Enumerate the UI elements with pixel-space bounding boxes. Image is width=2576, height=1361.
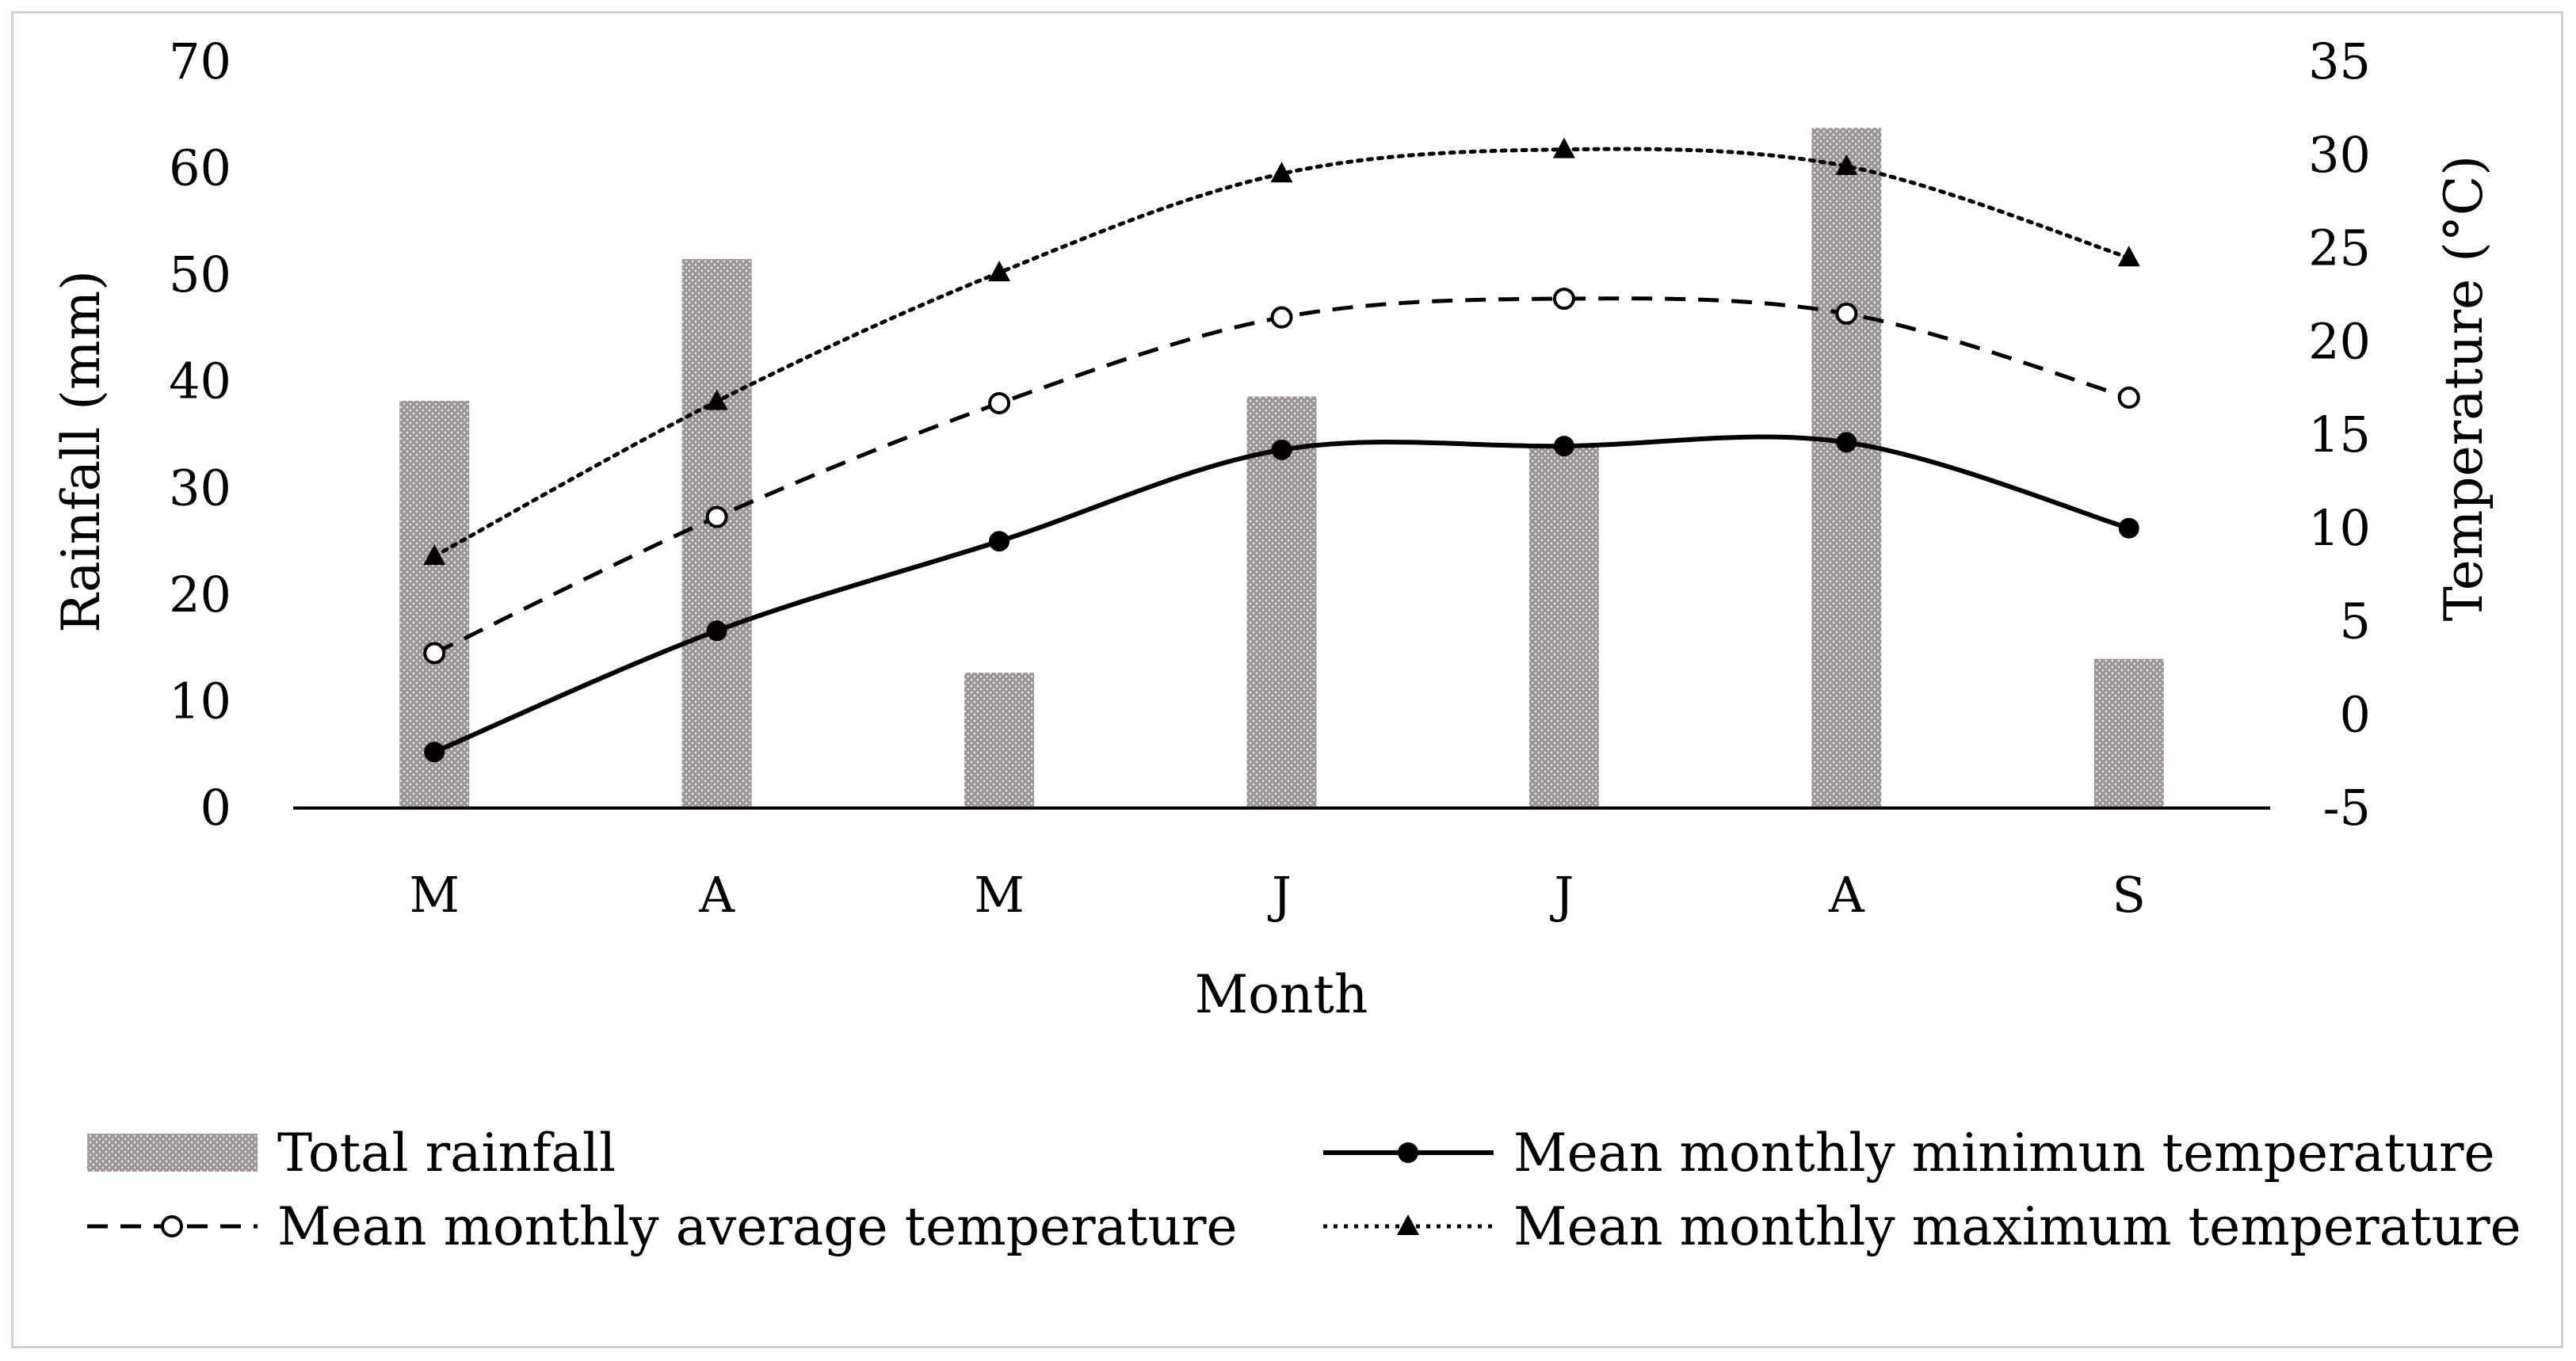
right-y-tick-label: 25 — [2308, 219, 2371, 277]
x-tick-label: A — [698, 866, 735, 924]
x-tick-label: J — [1267, 866, 1292, 924]
series-point-3 — [988, 261, 1011, 282]
legend-marker-2 — [161, 1215, 183, 1237]
right-y-tick-label: 20 — [2308, 312, 2371, 370]
left-y-tick-label: 30 — [169, 459, 231, 517]
x-axis-title: Month — [1195, 964, 1368, 1025]
series-point-2 — [1835, 302, 1858, 325]
series-point-1 — [989, 531, 1010, 552]
series-point-1 — [1553, 436, 1574, 457]
series-point-3 — [1552, 137, 1575, 158]
series-point-2 — [988, 391, 1011, 414]
series-point-2 — [423, 642, 446, 665]
rainfall-bar — [964, 673, 1035, 808]
x-tick-label: M — [409, 866, 459, 924]
series-point-1 — [706, 620, 727, 642]
left-y-axis-title: Rainfall (mm) — [51, 270, 112, 633]
right-y-tick-labels: -5 0 5 10 15 20 25 30 35 — [2308, 32, 2371, 837]
bars-layer — [399, 128, 2164, 809]
left-y-tick-label: 0 — [200, 779, 231, 837]
series-point-1 — [1271, 439, 1292, 460]
left-y-tick-label: 70 — [169, 32, 231, 90]
left-y-tick-label: 20 — [169, 566, 231, 623]
series-point-3 — [1835, 154, 1858, 175]
legend-label-0: Total rainfall — [277, 1123, 616, 1184]
right-y-tick-label: -5 — [2323, 779, 2371, 837]
rainfall-bar — [2093, 658, 2164, 808]
right-y-tick-label: 10 — [2308, 499, 2371, 557]
series-point-2 — [1552, 288, 1575, 311]
rainfall-bar — [1811, 128, 1882, 809]
left-y-tick-label: 50 — [169, 246, 231, 303]
rainfall-bar — [681, 258, 752, 808]
right-y-tick-label: 5 — [2340, 593, 2371, 650]
right-y-tick-label: 0 — [2340, 685, 2371, 743]
x-tick-label: A — [1828, 866, 1865, 924]
series-point-3 — [423, 544, 446, 566]
markers-layer — [423, 137, 2140, 763]
right-y-tick-label: 35 — [2308, 32, 2371, 90]
right-y-tick-label: 15 — [2308, 406, 2371, 463]
right-y-axis-title: Temperature (°C) — [2433, 155, 2494, 621]
series-point-3 — [1270, 162, 1293, 183]
legend-label-2: Mean monthly average temperature — [277, 1196, 1238, 1257]
legend-marker-3 — [1397, 1214, 1419, 1235]
series-point-1 — [2118, 517, 2139, 539]
legend-swatch-rainfall — [87, 1134, 258, 1172]
left-y-tick-label: 10 — [169, 672, 231, 730]
series-point-3 — [2117, 246, 2140, 267]
rainfall-bar — [1528, 445, 1599, 808]
x-tick-label: J — [1549, 866, 1574, 924]
series-point-2 — [705, 505, 728, 528]
x-tick-label: S — [2112, 866, 2146, 924]
series-point-1 — [424, 741, 445, 763]
left-y-tick-label: 60 — [169, 139, 231, 197]
series-point-1 — [1836, 432, 1857, 453]
series-point-3 — [705, 389, 728, 410]
legend-label-3: Mean monthly maximum temperature — [1513, 1196, 2521, 1257]
left-y-tick-labels: 0 10 20 30 40 50 60 70 — [169, 32, 231, 837]
left-y-tick-label: 40 — [169, 353, 231, 410]
x-tick-label: M — [974, 866, 1024, 924]
series-point-2 — [2117, 386, 2140, 409]
legend: Total rainfall Mean monthly minimun tempe… — [87, 1123, 2521, 1257]
series-point-2 — [1270, 306, 1293, 329]
rainfall-bar — [1246, 396, 1317, 808]
right-y-tick-label: 30 — [2308, 126, 2371, 184]
legend-label-1: Mean monthly minimun temperature — [1513, 1123, 2495, 1184]
legend-marker-1 — [1398, 1142, 1418, 1163]
